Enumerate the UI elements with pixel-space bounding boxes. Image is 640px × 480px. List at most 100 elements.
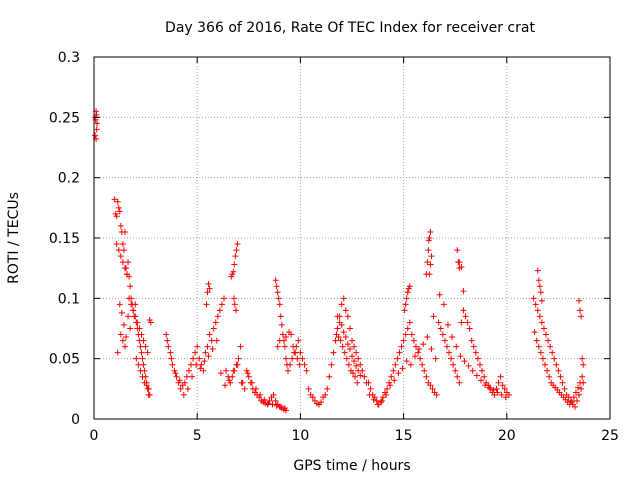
data-point (390, 367, 397, 374)
data-point (265, 400, 272, 407)
data-point (192, 349, 199, 356)
data-point (139, 355, 146, 362)
data-point (318, 399, 325, 406)
data-point (505, 391, 512, 398)
data-point (537, 349, 544, 356)
data-point (221, 295, 228, 302)
data-point (274, 343, 281, 350)
data-point (200, 367, 207, 374)
data-point (287, 361, 294, 368)
data-point (113, 241, 120, 248)
data-point (238, 379, 245, 386)
data-point (415, 349, 422, 356)
x-tick-label: 0 (90, 428, 99, 444)
data-point (537, 289, 544, 296)
data-point (555, 367, 562, 374)
data-point (428, 253, 435, 260)
data-point (469, 367, 476, 374)
data-point (392, 361, 399, 368)
data-point (223, 367, 230, 374)
x-tick-label: 10 (291, 428, 309, 444)
data-point (117, 253, 124, 260)
data-point (473, 372, 480, 379)
data-point (322, 391, 329, 398)
data-point (534, 267, 541, 274)
data-point (121, 343, 128, 350)
data-point (340, 295, 347, 302)
data-point (357, 372, 364, 379)
data-point (126, 295, 133, 302)
data-point (343, 355, 350, 362)
data-point (230, 295, 237, 302)
data-point (214, 313, 221, 320)
data-point (395, 370, 402, 377)
data-point (127, 325, 134, 332)
data-point (374, 401, 381, 408)
data-point (205, 353, 212, 360)
data-point (403, 295, 410, 302)
data-point (281, 405, 288, 412)
data-point (132, 313, 139, 320)
data-point (143, 382, 150, 389)
data-point (119, 241, 126, 248)
data-point (140, 337, 147, 344)
data-point (391, 377, 398, 384)
data-point (277, 313, 284, 320)
data-point (540, 325, 547, 332)
data-point (232, 253, 239, 260)
data-point (226, 377, 233, 384)
data-point (278, 321, 285, 328)
data-point (570, 394, 577, 401)
data-point (453, 343, 460, 350)
data-point (201, 358, 208, 365)
data-point (218, 301, 225, 308)
data-point (204, 343, 211, 350)
y-tick-label: 0.2 (58, 171, 80, 187)
data-point (531, 329, 538, 336)
data-point (430, 313, 437, 320)
data-point (234, 361, 241, 368)
data-point (402, 331, 409, 338)
data-point (426, 271, 433, 278)
data-point (544, 367, 551, 374)
x-axis-label: GPS time / hours (293, 458, 410, 474)
data-point (486, 384, 493, 391)
data-point (361, 373, 368, 380)
data-point (579, 373, 586, 380)
data-point (209, 346, 216, 353)
data-point (420, 341, 427, 348)
data-point (137, 343, 144, 350)
data-point (292, 349, 299, 356)
data-point (257, 391, 264, 398)
data-point (571, 403, 578, 410)
data-point (212, 319, 219, 326)
data-point (365, 379, 372, 386)
data-point (244, 370, 251, 377)
data-point (330, 349, 337, 356)
data-point (337, 337, 344, 344)
data-point (439, 331, 446, 338)
data-point (269, 401, 276, 408)
data-point (136, 325, 143, 332)
data-point (538, 319, 545, 326)
data-point (416, 346, 423, 353)
data-point (536, 283, 543, 290)
data-point (134, 319, 141, 326)
data-point (355, 367, 362, 374)
data-point (125, 259, 132, 266)
data-point (534, 307, 541, 314)
data-point (559, 379, 566, 386)
data-point (326, 373, 333, 380)
data-point (125, 313, 132, 320)
data-point (387, 382, 394, 389)
data-point (172, 370, 179, 377)
data-point (404, 289, 411, 296)
data-point (533, 337, 540, 344)
data-point (180, 391, 187, 398)
grid-lines (94, 57, 610, 419)
data-point (114, 198, 121, 205)
data-point (241, 385, 248, 392)
data-point (573, 397, 580, 404)
data-point (276, 337, 283, 344)
